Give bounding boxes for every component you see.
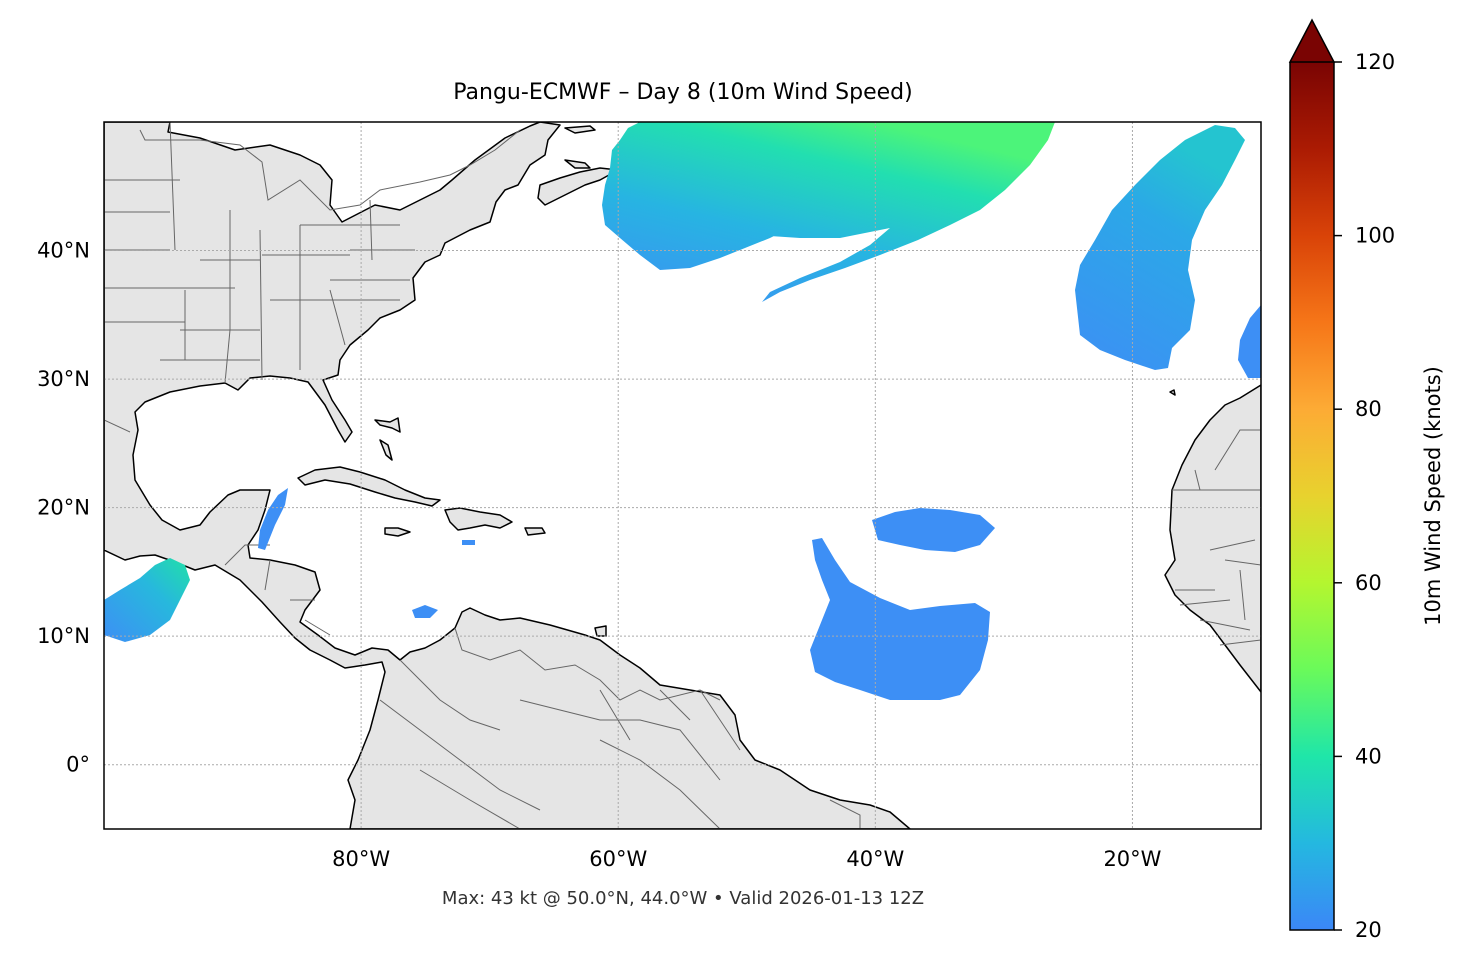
south-america-borders	[379, 627, 861, 829]
puerto-rico-land	[524, 527, 546, 536]
colorbar-ticks: 20 40 60 80 100 120	[1334, 50, 1395, 942]
canary-islands	[1169, 389, 1176, 396]
colorbar-frame	[1289, 62, 1335, 931]
pei-land	[564, 159, 591, 169]
bahamas-land	[374, 417, 401, 433]
map-panel	[104, 122, 1261, 829]
hispaniola-land	[444, 507, 513, 531]
wind-field-azores	[1238, 305, 1261, 378]
bahamas-land-2	[379, 439, 393, 461]
colorbar-gradient	[1290, 62, 1334, 930]
lon-tick-label: 20°W	[1103, 847, 1161, 871]
colorbar-tick-label: 80	[1355, 397, 1382, 421]
colorbar-tick-label: 20	[1355, 918, 1382, 942]
colorbar-tick-label: 100	[1355, 224, 1395, 248]
us-canada-border	[139, 129, 521, 211]
wind-field-pacific	[104, 558, 190, 642]
jamaica-land	[384, 527, 411, 537]
north-america-land	[104, 122, 911, 829]
map-frame	[103, 121, 1262, 830]
central-america-borders	[224, 544, 331, 636]
wind-field-central-atlantic	[810, 538, 990, 700]
gridlines	[104, 122, 1261, 829]
colorbar-tick-label: 60	[1355, 571, 1382, 595]
wind-field-central-atlantic-north	[872, 508, 995, 552]
wind-field-east-atlantic	[1075, 125, 1245, 370]
lat-tick-label: 0°	[66, 753, 90, 777]
chart-title: Pangu-ECMWF – Day 8 (10m Wind Speed)	[453, 80, 912, 105]
wind-field-yucatan	[258, 488, 288, 550]
lat-tick-label: 30°N	[37, 367, 90, 391]
africa-land	[1164, 384, 1261, 693]
lon-tick-label: 80°W	[332, 847, 390, 871]
colorbar: 20 40 60 80 100 120 10m Wind Speed (knots)	[1288, 18, 1445, 942]
wind-field-hispaniola-small	[462, 540, 475, 545]
colorbar-label: 10m Wind Speed (knots)	[1421, 366, 1445, 626]
mexico-us-border	[104, 419, 131, 433]
cuba-land	[297, 466, 441, 507]
africa-borders	[1172, 429, 1261, 646]
lat-tick-label: 40°N	[37, 239, 90, 263]
colorbar-extend-arrow	[1288, 18, 1336, 63]
us-state-lines	[104, 122, 415, 384]
wind-speed-field	[104, 122, 1261, 700]
wind-field-caribbean-small	[412, 605, 438, 618]
land-layer	[104, 122, 1261, 829]
lon-tick-label: 60°W	[589, 847, 647, 871]
footer-note: Max: 43 kt @ 50.0°N, 44.0°W • Valid 2026…	[442, 888, 924, 909]
longitude-ticks: 80°W 60°W 40°W 20°W	[332, 847, 1162, 871]
latitude-ticks: 40°N 30°N 20°N 10°N 0°	[37, 239, 90, 777]
wind-field-north-atlantic	[602, 122, 1055, 302]
lat-tick-label: 20°N	[37, 496, 90, 520]
trinidad-land	[594, 625, 607, 637]
lat-tick-label: 10°N	[37, 624, 90, 648]
lon-tick-label: 40°W	[846, 847, 904, 871]
colorbar-tick-label: 120	[1355, 50, 1395, 74]
colorbar-tick-label: 40	[1355, 744, 1382, 768]
anticosti-land	[564, 125, 596, 134]
country-borders	[104, 122, 1261, 829]
nova-scotia-land	[537, 167, 619, 206]
